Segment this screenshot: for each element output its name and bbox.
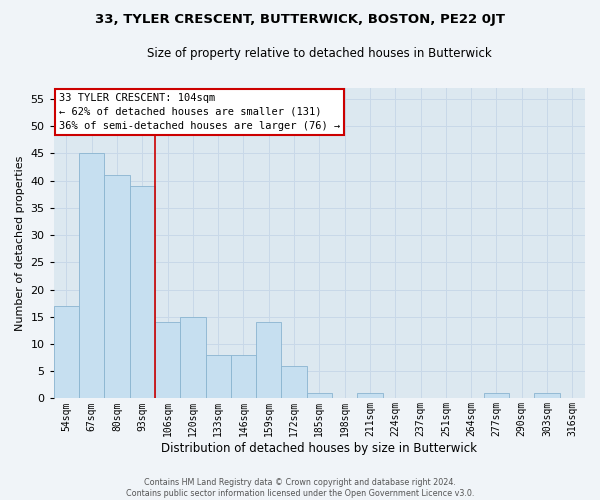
Bar xyxy=(307,393,332,398)
Bar xyxy=(79,154,104,398)
Bar xyxy=(54,306,79,398)
Bar xyxy=(104,175,130,398)
Bar xyxy=(358,393,383,398)
Bar xyxy=(484,393,509,398)
Bar xyxy=(231,355,256,399)
Y-axis label: Number of detached properties: Number of detached properties xyxy=(15,156,25,331)
Text: Contains HM Land Registry data © Crown copyright and database right 2024.
Contai: Contains HM Land Registry data © Crown c… xyxy=(126,478,474,498)
Bar xyxy=(535,393,560,398)
Text: 33 TYLER CRESCENT: 104sqm
← 62% of detached houses are smaller (131)
36% of semi: 33 TYLER CRESCENT: 104sqm ← 62% of detac… xyxy=(59,92,340,130)
X-axis label: Distribution of detached houses by size in Butterwick: Distribution of detached houses by size … xyxy=(161,442,478,455)
Bar xyxy=(256,322,281,398)
Bar xyxy=(281,366,307,398)
Bar xyxy=(206,355,231,399)
Text: 33, TYLER CRESCENT, BUTTERWICK, BOSTON, PE22 0JT: 33, TYLER CRESCENT, BUTTERWICK, BOSTON, … xyxy=(95,12,505,26)
Title: Size of property relative to detached houses in Butterwick: Size of property relative to detached ho… xyxy=(147,48,492,60)
Bar xyxy=(180,316,206,398)
Bar xyxy=(155,322,180,398)
Bar xyxy=(130,186,155,398)
